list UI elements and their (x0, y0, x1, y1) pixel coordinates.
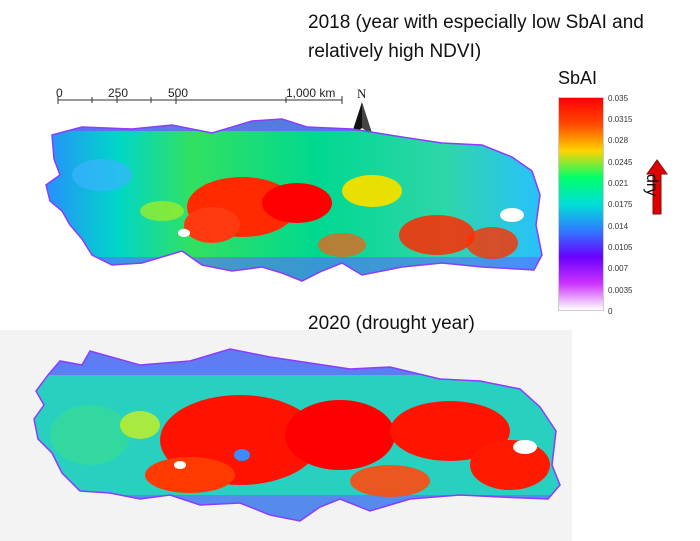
legend-tick: 0.0035 (608, 286, 633, 295)
scale-tick-0: 0 (56, 86, 63, 100)
map-2020 (33, 348, 561, 522)
north-letter: N (357, 86, 367, 101)
legend-tick: 0 (608, 307, 613, 316)
scale-bar-line (57, 96, 343, 104)
north-arrow: N (349, 86, 375, 140)
dry-arrow-icon (646, 159, 668, 215)
legend-tick: 0.007 (608, 264, 629, 273)
scale-tick-250: 250 (108, 86, 129, 100)
map-title-2018: 2018 (year with especially low SbAI and … (308, 12, 644, 62)
legend-tick: 0.0315 (608, 115, 633, 124)
legend-tick: 0.028 (608, 136, 629, 145)
legend-title: SbAI (558, 68, 598, 88)
legend-tick: 0.021 (608, 179, 629, 188)
map-2018 (45, 118, 543, 282)
legend-tick: 0.014 (608, 222, 629, 231)
legend-ticks: 0.035 0.0315 0.028 0.0245 0.021 0.0175 0… (608, 94, 648, 316)
north-arrow-icon (351, 102, 373, 136)
legend-color-bar (558, 97, 604, 311)
scale-tick-1000: 1,000 km (286, 86, 336, 100)
legend-tick: 0.0245 (608, 158, 633, 167)
dry-label: dry (643, 174, 660, 197)
legend-tick: 0.0175 (608, 200, 633, 209)
scale-bar: 0 250 500 1,000 km (56, 86, 346, 112)
legend-tick: 0.035 (608, 94, 629, 103)
scale-tick-500: 500 (168, 86, 189, 100)
legend-tick: 0.0105 (608, 243, 633, 252)
map-title-2020: 2020 (drought year) (308, 313, 475, 334)
